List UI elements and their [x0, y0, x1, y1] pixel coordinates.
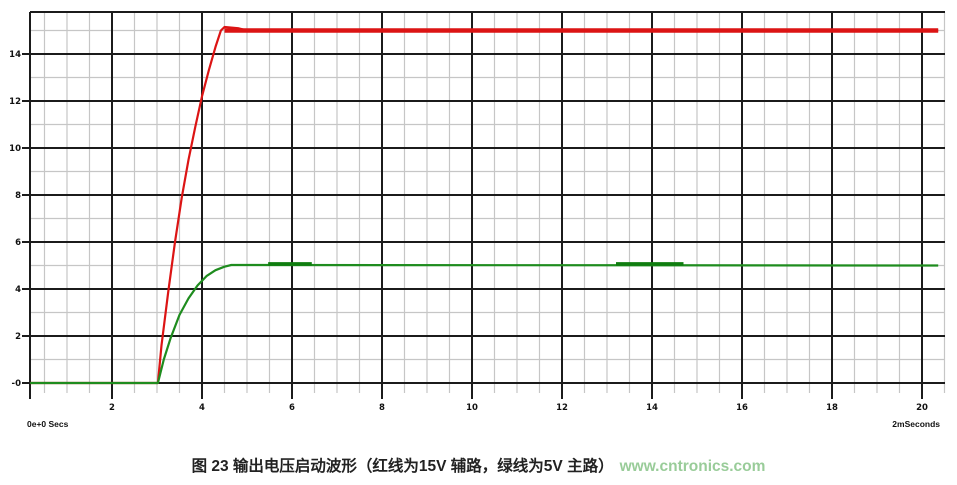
y-tick-label: 14	[9, 50, 21, 60]
x-tick-label: 4	[199, 403, 205, 413]
x-tick-label: 20	[916, 403, 928, 413]
x-axis-left-label: 0e+0 Secs	[27, 419, 69, 429]
x-tick-label: 6	[289, 403, 295, 413]
y-tick-label: 12	[9, 97, 21, 107]
figure-caption: 图 23 输出电压启动波形（红线为15V 辅路，绿线为5V 主路） www.cnt…	[0, 454, 957, 476]
y-tick-label: -0	[12, 379, 22, 389]
y-tick-label: 4	[15, 285, 21, 295]
x-tick-label: 10	[466, 403, 478, 413]
x-tick-label: 8	[379, 403, 385, 413]
red-trace-15v	[30, 25, 939, 385]
x-tick-label: 2	[109, 403, 115, 413]
y-tick-label: 10	[9, 144, 21, 154]
y-tick-label: 8	[15, 191, 21, 201]
x-tick-label: 14	[646, 403, 658, 413]
x-axis-right-label: 2mSeconds	[892, 419, 940, 429]
watermark-link[interactable]: www.cntronics.com	[619, 458, 766, 475]
x-tick-label: 16	[736, 403, 748, 413]
x-tick-label: 12	[556, 403, 568, 413]
y-tick-label: 6	[15, 238, 21, 248]
green-trace-5v	[30, 263, 939, 385]
waveform-chart: 14 12 10 8 6 4 2 -0 2 4 6 8 10 12 14 16 18 20	[9, 11, 946, 413]
caption-text: 图 23 输出电压启动波形（红线为15V 辅路，绿线为5V 主路）	[191, 458, 614, 475]
x-tick-label: 18	[826, 403, 838, 413]
y-tick-label: 2	[15, 332, 21, 342]
